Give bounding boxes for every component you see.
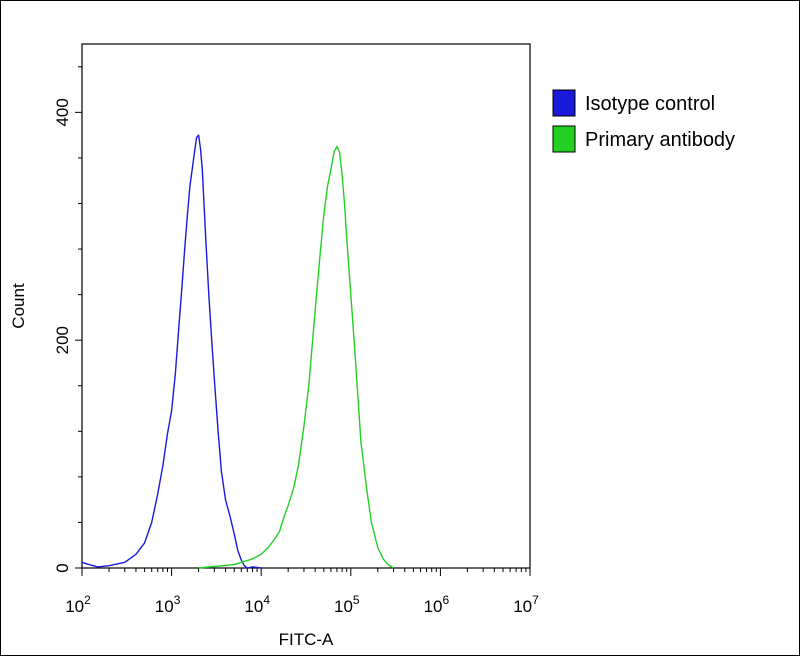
- x-tick-label: 107: [513, 593, 539, 616]
- y-tick-label: 0: [53, 563, 72, 572]
- x-axis-title: FITC-A: [279, 630, 334, 649]
- legend-label-1: Isotype control: [585, 93, 715, 115]
- x-tick-label: 106: [424, 593, 450, 616]
- legend-swatch-1: [552, 89, 576, 117]
- x-tick-label: 102: [65, 593, 91, 616]
- x-tick-label: 104: [244, 593, 270, 616]
- plot-area: [81, 43, 531, 569]
- series-line-1: [81, 134, 262, 569]
- y-tick-label: 400: [53, 98, 72, 126]
- x-axis: 102 103 104 105 106 107: [65, 568, 539, 616]
- y-axis-title: Count: [9, 283, 28, 329]
- x-tick-label: 103: [155, 593, 181, 616]
- series-line-2: [198, 145, 394, 569]
- legend-label-2: Primary antibody: [585, 129, 735, 151]
- series-layer: [81, 134, 394, 569]
- legend-swatch-2: [552, 125, 576, 153]
- legend: Isotype control Primary antibody: [552, 89, 735, 153]
- y-axis: 0 200 400: [53, 66, 82, 573]
- x-tick-label: 105: [334, 593, 360, 616]
- y-tick-label: 200: [53, 326, 72, 354]
